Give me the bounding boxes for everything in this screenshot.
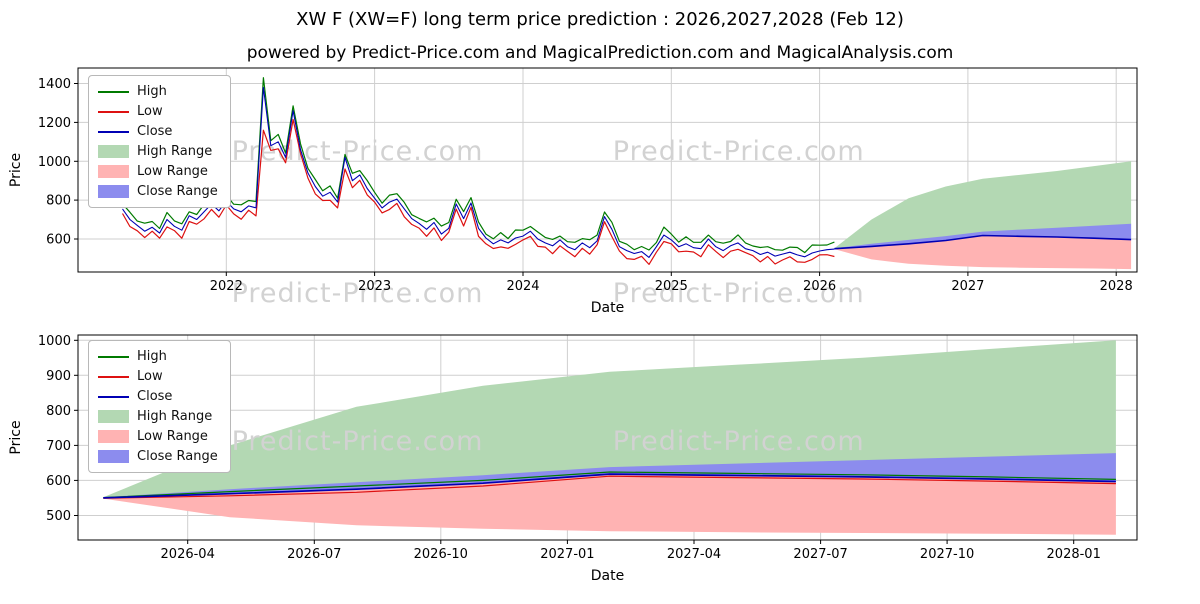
x-tick-label: 2026-07 [287,547,341,562]
line-close [122,86,835,258]
watermark-text: Predict-Price.com [232,278,484,309]
legend-item-close: Close [98,122,218,141]
legend: High Low Close High Range Low Range Close Ran… [88,340,231,473]
legend-item-low: Low [98,102,218,121]
watermark-text: Predict-Price.com [232,136,484,167]
y-tick-label: 600 [46,233,71,248]
legend-line-swatch [98,395,129,398]
bottom-chart: Predict-Price.com Predict-Price.com 2026-0… [0,328,1200,600]
legend-item-low: Low [98,367,218,386]
page-title: XW F (XW=F) long term price prediction :… [296,9,904,30]
legend-label: High Range [137,144,213,159]
band-close-range [834,223,1132,249]
page-subtitle: powered by Predict-Price.com and Magical… [246,43,954,63]
y-tick-label: 600 [46,474,71,489]
bottom-chart-plot: Predict-Price.com Predict-Price.com2026-0… [8,334,1138,584]
legend-item-low-range: Low Range [98,162,218,181]
legend: High Low Close High Range Low Range Close Ran… [88,75,231,208]
legend-item-close: Close [98,387,218,406]
plot-border [77,67,1138,273]
legend-line-swatch [98,90,129,93]
x-tick-label: 2028 [1100,279,1133,294]
legend-label: Close Range [137,449,218,464]
x-tick-label: 2026-10 [414,547,468,562]
x-tick-label: 2023 [358,279,391,294]
y-tick-label: 800 [46,194,71,209]
watermark-text: Predict-Price.com [613,278,865,309]
line-close-forecast [834,234,1132,250]
y-tick-label: 1200 [38,116,71,131]
y-axis-label: Price [8,153,24,187]
y-tick-label: 800 [46,404,71,419]
x-tick-label: 2027 [951,279,984,294]
top-chart: Predict-Price.com Predict-Price.com Predic… [0,62,1200,324]
top-chart-plot: Predict-Price.com Predict-Price.com Predic… [8,67,1138,316]
x-tick-label: 2027-10 [920,547,974,562]
legend-patch-swatch [98,450,129,463]
legend-label: Low Range [137,164,208,179]
line-high [103,471,1116,499]
tick-labels: 2022 2023 2024 2025 2026 2027 2028 600 800 1000 12… [38,77,1133,294]
band-high-range [834,161,1132,249]
y-tick-label: 1000 [38,155,71,170]
legend-label: High Range [137,409,213,424]
x-tick-label: 2028-01 [1047,547,1101,562]
legend-label: High [137,84,167,99]
x-tick-label: 2024 [506,279,539,294]
band-high-range [103,340,1116,498]
watermark-text: Predict-Price.com [613,136,865,167]
y-tick-label: 1000 [38,334,71,349]
y-tick-label: 900 [46,369,71,384]
band-close-range [103,453,1116,498]
watermark-text: Predict-Price.com [232,426,484,457]
y-tick-label: 1400 [38,77,71,92]
y-tick-label: 700 [46,439,71,454]
x-tick-label: 2027-07 [793,547,847,562]
tick-labels: 2026-04 2026-07 2026-10 2027-01 2027-04 2027-… [38,334,1101,562]
grid-lines [78,68,1137,272]
legend-patch-swatch [98,145,129,158]
legend-patch-swatch [98,185,129,198]
y-axis-label: Price [8,420,24,454]
legend-line-swatch [98,110,129,113]
x-tick-label: 2026 [803,279,836,294]
plot-border [77,334,1138,541]
x-tick-label: 2027-01 [540,547,594,562]
legend-item-low-range: Low Range [98,427,218,446]
legend-line-swatch [98,130,129,133]
legend-patch-swatch [98,410,129,423]
legend-item-close-range: Close Range [98,182,218,201]
legend-item-close-range: Close Range [98,447,218,466]
legend-item-high-range: High Range [98,407,218,426]
line-low [121,118,835,265]
legend-label: High [137,349,167,364]
x-tick-label: 2027-04 [667,547,721,562]
legend-item-high-range: High Range [98,142,218,161]
x-tick-label: 2022 [210,279,243,294]
x-tick-label: 2026-04 [161,547,215,562]
legend-line-swatch [98,355,129,358]
line-close [103,473,1116,499]
legend-item-high: High [98,82,218,101]
legend-label: Low [137,369,163,384]
line-low [103,475,1116,499]
x-axis-label: Date [591,568,624,584]
legend-label: Close [137,389,173,404]
legend-label: Close [137,124,173,139]
legend-label: Close Range [137,184,218,199]
legend-item-high: High [98,347,218,366]
watermark-text: Predict-Price.com [613,426,865,457]
legend-patch-swatch [98,430,129,443]
legend-label: Low Range [137,429,208,444]
legend-label: Low [137,104,163,119]
line-high [122,77,835,254]
legend-line-swatch [98,375,129,378]
y-tick-label: 500 [46,509,71,524]
x-axis-label: Date [591,300,624,316]
legend-patch-swatch [98,165,129,178]
x-tick-label: 2025 [655,279,688,294]
